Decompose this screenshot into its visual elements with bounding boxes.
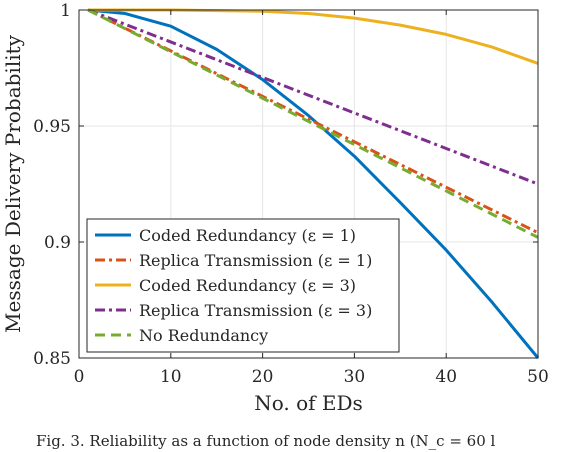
x-tick-label: 10 (160, 367, 182, 387)
y-tick-label: 1 (60, 1, 71, 21)
legend-label-1: Coded Redundancy (ε = 1) (139, 226, 356, 245)
y-axis-title: Message Delivery Probability (1, 34, 25, 333)
legend-label-4: Replica Transmission (ε = 3) (139, 301, 372, 320)
legend-box (86, 218, 400, 353)
legend-label-5: No Redundancy (139, 326, 268, 345)
series-line-4 (87, 8, 539, 186)
plot-area-frame (78, 9, 539, 359)
figure-caption: Fig. 3. Reliability as a function of nod… (36, 432, 496, 450)
x-tick-label: 30 (344, 367, 366, 387)
x-axis-title: No. of EDs (254, 391, 363, 415)
x-tick-label: 0 (74, 367, 85, 387)
series-line-1 (88, 8, 540, 359)
x-tick-label: 50 (527, 367, 549, 387)
y-tick-label: 0.85 (33, 349, 71, 369)
y-tick-labels: 0.85 0.9 0.95 1 (33, 1, 71, 369)
legend-label-3: Coded Redundancy (ε = 3) (139, 276, 356, 295)
series-line-5 (87, 8, 539, 239)
x-tick-labels: 0 10 20 30 40 50 (74, 367, 549, 387)
x-tick-label: 40 (435, 367, 457, 387)
x-tick-label: 20 (252, 367, 274, 387)
legend-label-2: Replica Transmission (ε = 1) (139, 251, 372, 270)
legend: Coded Redundancy (ε = 1) Replica Transmis… (86, 218, 400, 353)
y-tick-label: 0.9 (44, 233, 71, 253)
axis-ticks (78, 9, 539, 359)
y-tick-label: 0.95 (33, 117, 71, 137)
